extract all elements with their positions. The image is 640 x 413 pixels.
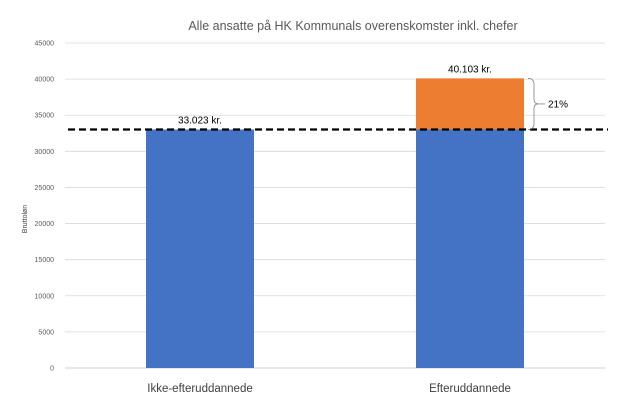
chart-title: Alle ansatte på HK Kommunals overenskoms… bbox=[188, 19, 517, 33]
y-tick-label: 0 bbox=[50, 366, 54, 373]
category-label: Ikke-efteruddannede bbox=[147, 383, 253, 395]
y-tick-label: 5000 bbox=[38, 329, 54, 336]
y-axis-label: Bruttoløn bbox=[22, 205, 29, 234]
y-tick-label: 30000 bbox=[35, 149, 55, 156]
y-tick-label: 40000 bbox=[35, 77, 55, 84]
data-label: 33.023 kr. bbox=[178, 116, 222, 127]
y-tick-label: 25000 bbox=[35, 185, 55, 192]
y-tick-label: 20000 bbox=[35, 221, 55, 228]
y-axis-ticks: 0 5000 10000 15000 20000 25000 30000 35000 40000… bbox=[35, 41, 55, 373]
y-tick-label: 15000 bbox=[35, 257, 55, 264]
bar-increase bbox=[416, 78, 524, 130]
category-labels: Ikke-efteruddannede Efteruddannede bbox=[147, 383, 511, 395]
bar-base bbox=[416, 129, 524, 368]
data-labels: 33.023 kr. 40.103 kr. bbox=[178, 64, 492, 126]
data-label: 40.103 kr. bbox=[448, 64, 492, 75]
y-tick-label: 35000 bbox=[35, 113, 55, 120]
category-label: Efteruddannede bbox=[429, 383, 511, 395]
annotation-brace bbox=[527, 77, 539, 130]
y-tick-label: 45000 bbox=[35, 41, 55, 48]
annotation-group: 21% bbox=[527, 77, 568, 130]
y-tick-label: 10000 bbox=[35, 293, 55, 300]
bar-base bbox=[146, 129, 254, 368]
annotation-label: 21% bbox=[548, 99, 568, 110]
bars bbox=[146, 78, 524, 368]
